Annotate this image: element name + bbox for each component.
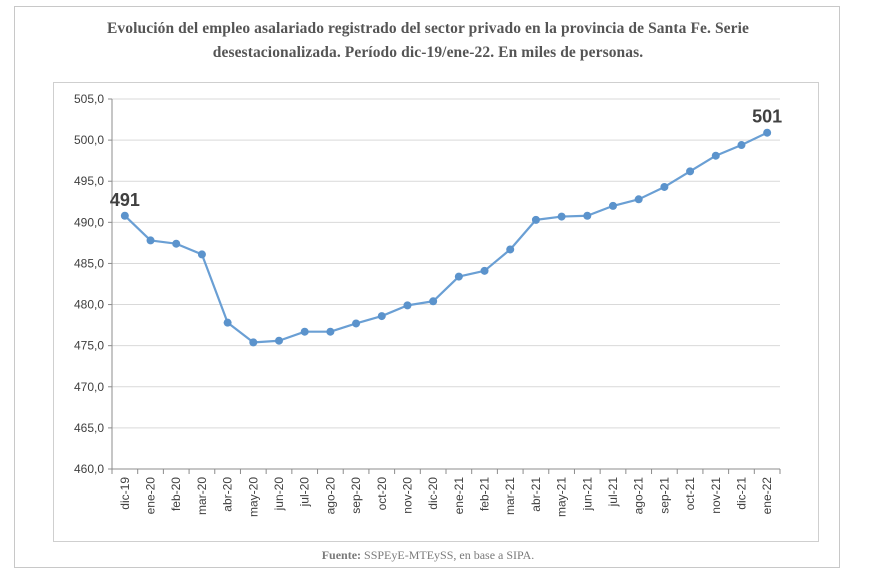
- data-point: [249, 338, 258, 347]
- data-point: [660, 182, 669, 191]
- source-label: Fuente:: [321, 548, 362, 562]
- y-tick-label: 505,0: [74, 92, 104, 106]
- y-tick-label: 465,0: [74, 421, 104, 435]
- data-label: 491: [110, 190, 140, 210]
- data-label: 501: [752, 107, 782, 127]
- x-tick-label: abr-20: [221, 477, 235, 512]
- x-tick-label: mar-21: [503, 477, 517, 515]
- x-tick-label: feb-21: [478, 477, 492, 511]
- x-tick-label: jun-20: [272, 477, 286, 512]
- x-tick-label: abr-21: [529, 477, 543, 512]
- x-tick-label: ago-20: [323, 477, 337, 515]
- x-tick-label: may-21: [555, 477, 569, 517]
- data-point: [480, 266, 489, 275]
- data-point: [377, 312, 386, 321]
- data-point: [583, 211, 592, 220]
- x-tick-label: dic-20: [426, 477, 440, 510]
- y-tick-label: 475,0: [74, 339, 104, 353]
- source-note: Fuente: SSPEyE-MTEySS, en base a SIPA.: [15, 548, 841, 563]
- y-tick-label: 470,0: [74, 380, 104, 394]
- y-tick-label: 460,0: [74, 462, 104, 476]
- x-tick-label: ene-22: [760, 477, 774, 515]
- chart-title: Evolución del empleo asalariado registra…: [15, 17, 841, 65]
- x-tick-label: dic-19: [118, 477, 132, 510]
- x-tick-label: sep-21: [657, 477, 671, 514]
- x-tick-label: oct-21: [683, 477, 697, 511]
- data-point: [557, 212, 566, 221]
- chart-title-line-1: Evolución del empleo asalariado registra…: [106, 20, 750, 37]
- x-tick-label: ago-21: [632, 477, 646, 515]
- x-tick-label: nov-20: [400, 477, 414, 514]
- x-tick-label: jul-20: [298, 477, 312, 508]
- x-tick-label: ene-21: [452, 477, 466, 515]
- data-point: [609, 201, 617, 210]
- x-tick-label: may-20: [246, 477, 260, 517]
- y-tick-label: 485,0: [74, 256, 104, 270]
- data-point: [531, 215, 540, 224]
- data-point: [686, 167, 695, 176]
- y-tick-label: 490,0: [74, 215, 104, 229]
- data-point: [763, 128, 772, 137]
- data-point: [634, 195, 643, 204]
- x-tick-label: nov-21: [709, 477, 723, 514]
- data-point: [223, 318, 232, 327]
- source-text: SSPEyE-MTEySS, en base a SIPA.: [364, 548, 535, 562]
- y-tick-label: 500,0: [74, 133, 104, 147]
- x-tick-label: sep-20: [349, 477, 363, 514]
- chart-frame: Evolución del empleo asalariado registra…: [14, 6, 840, 568]
- data-point: [403, 301, 412, 310]
- data-point: [506, 245, 515, 254]
- data-point: [300, 327, 309, 336]
- x-tick-label: oct-20: [375, 477, 389, 511]
- data-point: [737, 141, 746, 150]
- series-line: [124, 131, 768, 344]
- data-point: [197, 250, 206, 259]
- data-point: [275, 336, 283, 345]
- data-point: [120, 211, 129, 220]
- data-point: [352, 319, 361, 328]
- data-point: [454, 272, 463, 281]
- x-tick-label: jun-21: [580, 477, 594, 512]
- x-tick-label: feb-20: [169, 477, 183, 511]
- x-tick-label: ene-20: [144, 477, 158, 515]
- x-tick-label: jul-21: [606, 477, 620, 508]
- data-point: [172, 239, 181, 248]
- data-point: [146, 236, 155, 245]
- y-tick-label: 480,0: [74, 298, 104, 312]
- data-point: [326, 327, 335, 336]
- data-point: [429, 297, 438, 306]
- data-point: [711, 151, 720, 160]
- y-tick-label: 495,0: [74, 174, 104, 188]
- chart-title-line-2: desestacionalizada. Período dic-19/ene-2…: [212, 44, 644, 61]
- x-tick-label: dic-21: [734, 477, 748, 510]
- plot-area: [53, 82, 819, 542]
- x-tick-label: mar-20: [195, 477, 209, 515]
